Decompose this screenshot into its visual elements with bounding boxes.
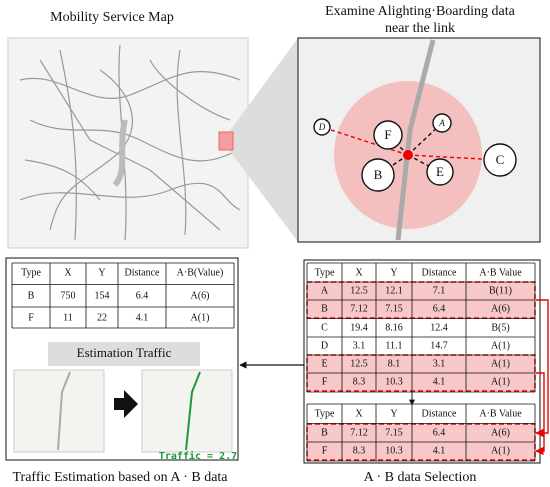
table-cell: 7.12	[350, 303, 368, 314]
table-cell: 11	[63, 312, 73, 323]
table-header: X	[64, 267, 72, 278]
node-label: B	[374, 167, 383, 182]
after-road	[185, 371, 201, 451]
table-header: A·B Value	[479, 408, 522, 419]
table-cell: A(1)	[491, 376, 510, 387]
table-cell: A(6)	[491, 303, 510, 314]
map-panel	[7, 37, 249, 249]
estimation-label-box	[48, 342, 200, 366]
table-header: Distance	[125, 267, 161, 278]
table-cell: 12.5	[350, 285, 368, 296]
node-label: C	[496, 152, 505, 167]
table-cell: A(6)	[491, 427, 510, 438]
examine-title: near the link	[385, 21, 455, 36]
table-cell: B	[28, 290, 35, 301]
table-cell: A(6)	[191, 290, 210, 301]
table-cell: 10.3	[385, 445, 403, 456]
table-header: Type	[315, 267, 335, 278]
table-cell: 19.4	[350, 322, 368, 333]
table-cell: 10.3	[385, 376, 403, 387]
bracket-arrows	[535, 299, 549, 456]
table-cell: 8.1	[388, 358, 401, 369]
process-arrow	[114, 390, 138, 418]
table-cell: B(5)	[491, 322, 509, 333]
estimation-label: Estimation Traffic	[77, 345, 172, 360]
table-cell: 7.12	[350, 427, 368, 438]
table-cell: 11.1	[385, 340, 402, 351]
table-cell: 7.15	[385, 303, 403, 314]
table-cell: 12.1	[385, 285, 403, 296]
table-cell: A(1)	[491, 358, 510, 369]
table-cell: B	[321, 427, 328, 438]
table-cell: 6.4	[433, 427, 446, 438]
map-river	[112, 119, 128, 187]
map-highlight	[218, 131, 234, 151]
table-cell: 750	[61, 290, 76, 301]
table-cell: 4.1	[433, 376, 446, 387]
node-label: A	[438, 118, 445, 128]
link-road	[395, 39, 436, 241]
table-cell: 14.7	[430, 340, 448, 351]
nodes	[313, 113, 517, 192]
table-cell: 8.3	[353, 376, 366, 387]
table-cell: 6.4	[136, 290, 149, 301]
node-label: E	[436, 164, 444, 179]
table-cell: 154	[95, 290, 110, 301]
table-header: Distance	[422, 408, 458, 419]
node-label: F	[384, 127, 391, 142]
link-point	[403, 150, 413, 160]
table-cell: 22	[97, 312, 107, 323]
node-label: D	[318, 122, 326, 132]
table-cell: A(1)	[191, 312, 210, 323]
table-cell: B(11)	[489, 285, 512, 296]
table-cell: C	[321, 322, 328, 333]
caption: A · B data Selection	[364, 470, 477, 485]
table-header: X	[355, 408, 363, 419]
examine-title: Examine Alighting·Boarding data	[325, 4, 516, 19]
table-cell: E	[321, 358, 327, 369]
before-road	[57, 371, 71, 451]
table-header: X	[355, 267, 363, 278]
table-cell: 8.16	[385, 322, 403, 333]
table-cell: 7.1	[433, 285, 446, 296]
table-cell: B	[321, 303, 328, 314]
table-cell: A	[321, 285, 329, 296]
table-cell: 12.4	[430, 322, 448, 333]
table-header: Y	[390, 267, 397, 278]
table-header: Y	[390, 408, 397, 419]
table-cell: 3.1	[353, 340, 366, 351]
table-header: A·B(Value)	[177, 267, 224, 278]
map-title: Mobility Service Map	[50, 10, 174, 25]
table-cell: 4.1	[433, 445, 446, 456]
table-cell: F	[322, 376, 328, 387]
table-cell: 6.4	[433, 303, 446, 314]
table-header: Y	[98, 267, 105, 278]
table-header: Type	[21, 267, 41, 278]
table-header: Distance	[422, 267, 458, 278]
table-header: Type	[315, 408, 335, 419]
table-cell: 8.3	[353, 445, 366, 456]
traffic-result: Traffic = 2.7	[159, 450, 237, 462]
table-cell: 4.1	[136, 312, 149, 323]
table-cell: F	[322, 445, 328, 456]
caption: Traffic Estimation based on A · B data	[12, 470, 228, 485]
table-cell: F	[28, 312, 34, 323]
table-cell: A(1)	[491, 340, 510, 351]
table-cell: 12.5	[350, 358, 368, 369]
table-header: A·B Value	[479, 267, 522, 278]
zoom-wedge	[229, 38, 298, 242]
table-cell: 3.1	[433, 358, 446, 369]
table-cell: D	[321, 340, 328, 351]
table-cell: 7.15	[385, 427, 403, 438]
table-cell: A(1)	[491, 445, 510, 456]
